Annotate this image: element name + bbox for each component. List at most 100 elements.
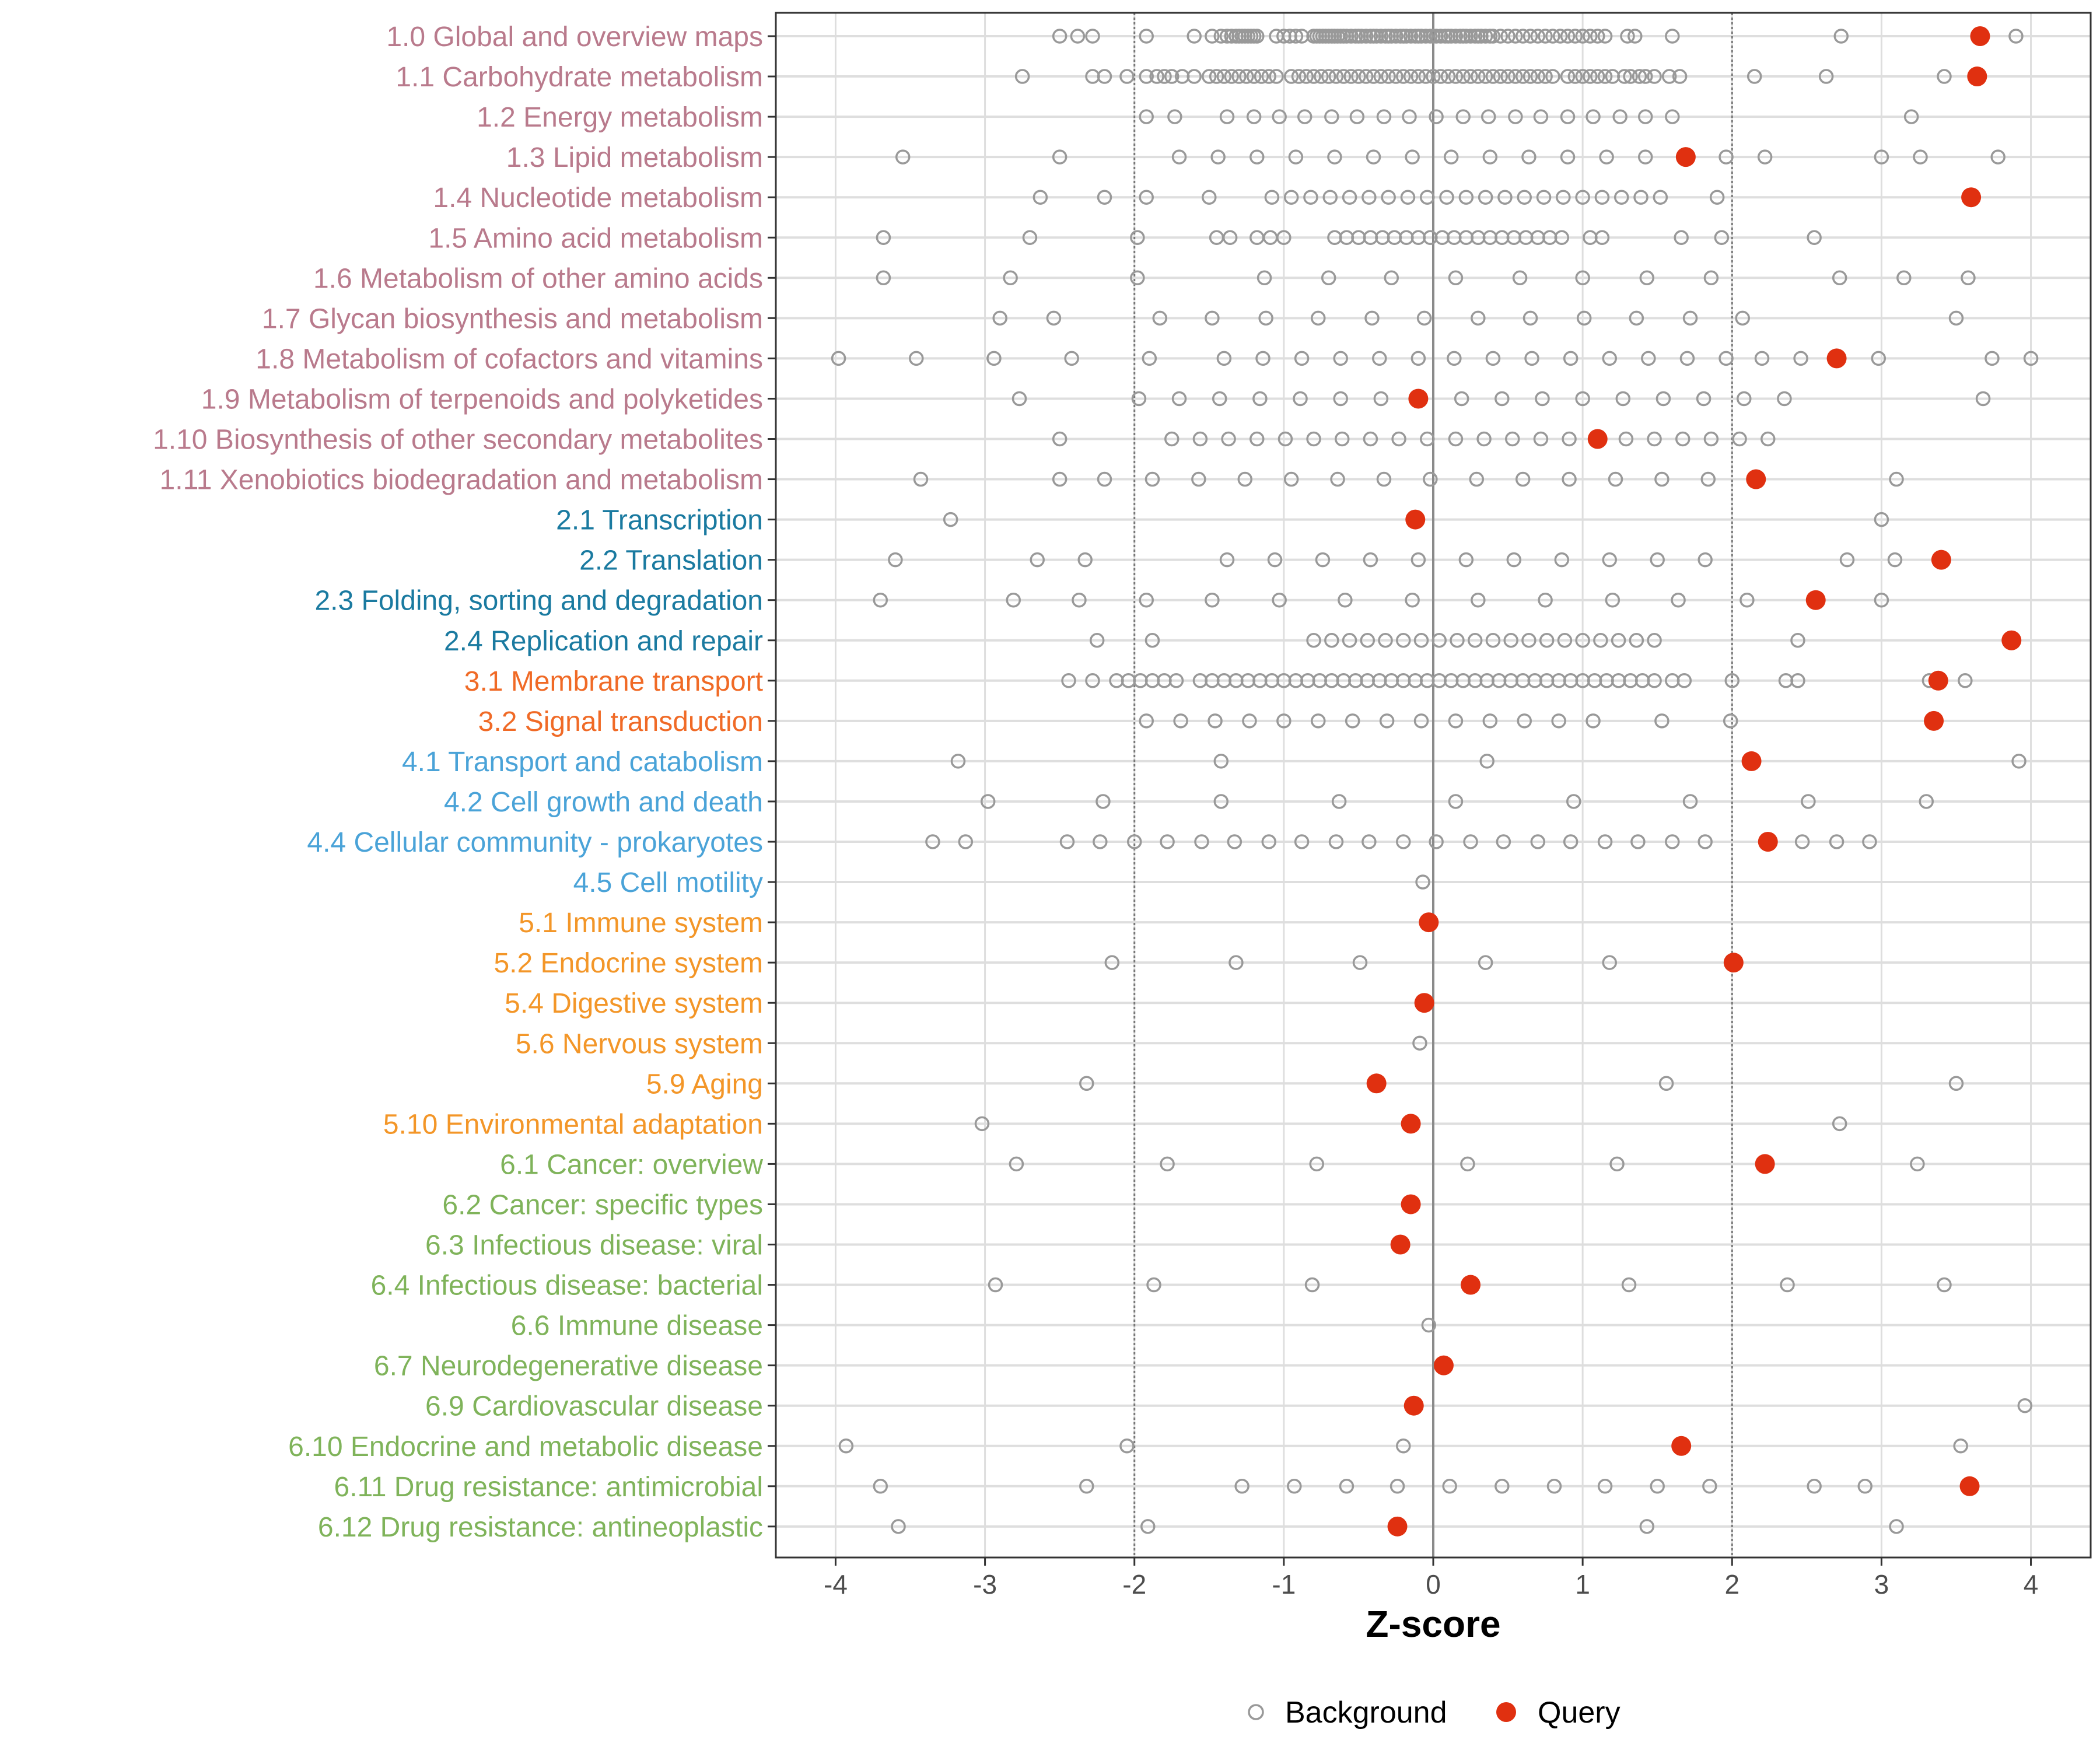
background-point — [1780, 1277, 1795, 1293]
background-point — [1450, 633, 1465, 648]
background-point — [891, 1519, 906, 1534]
query-point-5-1-immune-system — [1419, 912, 1439, 933]
background-point — [1171, 149, 1187, 164]
query-point-5-2-endocrine-system — [1723, 953, 1744, 973]
background-point — [1396, 1438, 1411, 1454]
background-point — [1698, 834, 1713, 849]
background-point — [1144, 633, 1160, 648]
background-point — [1192, 431, 1208, 447]
background-point — [1493, 29, 1508, 44]
background-point — [1364, 310, 1380, 326]
background-point — [1874, 512, 1889, 527]
background-point — [1376, 471, 1392, 487]
background-point — [1085, 673, 1100, 688]
category-label-6-7-neurodegenerative-disease: 6.7 Neurodegenerative disease — [374, 1351, 763, 1382]
background-point — [1910, 1156, 1925, 1172]
background-point — [1545, 29, 1560, 44]
background-point — [1376, 109, 1392, 124]
background-point — [1506, 552, 1522, 568]
background-point — [1363, 552, 1378, 568]
background-point — [2023, 351, 2039, 366]
background-point — [1059, 834, 1075, 849]
background-point — [1413, 633, 1429, 648]
background-point — [1433, 69, 1448, 84]
background-point — [1679, 351, 1695, 366]
background-point — [1818, 69, 1834, 84]
background-point — [1575, 69, 1590, 84]
background-point — [1790, 673, 1805, 688]
background-point — [1760, 431, 1776, 447]
background-point — [1746, 69, 1762, 84]
background-point — [1205, 310, 1220, 326]
background-point — [1030, 552, 1045, 568]
background-point — [1358, 69, 1374, 84]
background-point — [1358, 29, 1374, 44]
background-point — [2008, 29, 2024, 44]
background-point — [1250, 29, 1265, 44]
background-point — [1412, 1035, 1427, 1051]
background-point — [1985, 351, 2000, 366]
background-point — [1522, 29, 1538, 44]
background-point — [1889, 471, 1904, 487]
background-point — [873, 592, 888, 608]
background-point — [1388, 29, 1404, 44]
background-point — [980, 794, 996, 809]
background-point — [1070, 29, 1086, 44]
background-point — [1246, 109, 1262, 124]
background-point — [1563, 834, 1578, 849]
category-label-1-0-global-and-overview-maps: 1.0 Global and overview maps — [386, 22, 763, 52]
background-point — [1639, 1519, 1655, 1534]
background-point — [1545, 69, 1560, 84]
background-point — [1328, 69, 1344, 84]
background-point — [1303, 190, 1318, 205]
background-point — [1478, 190, 1493, 205]
query-point-4-4-cellular-community-prokaryotes — [1758, 832, 1778, 852]
background-point — [1343, 69, 1359, 84]
background-point — [1254, 69, 1269, 84]
background-point — [1594, 230, 1610, 245]
background-point — [1339, 1479, 1354, 1494]
background-point — [1702, 1479, 1717, 1494]
category-label-5-10-environmental-adaptation: 5.10 Environmental adaptation — [383, 1109, 763, 1140]
background-point — [1552, 29, 1568, 44]
background-point — [1889, 1519, 1904, 1534]
background-point — [950, 754, 966, 769]
background-point — [1447, 351, 1462, 366]
background-point — [1874, 592, 1889, 608]
background-point — [1314, 69, 1329, 84]
background-point — [1130, 270, 1145, 286]
background-point — [1410, 552, 1426, 568]
legend-query-symbol — [1496, 1702, 1516, 1722]
background-point — [1975, 391, 1991, 407]
background-point — [1410, 69, 1426, 84]
background-point — [1022, 230, 1038, 245]
background-point — [1448, 794, 1464, 809]
background-point — [958, 834, 974, 849]
background-point — [2017, 1398, 2033, 1413]
background-point — [1349, 109, 1365, 124]
background-point — [1530, 69, 1546, 84]
background-point — [1191, 471, 1206, 487]
background-point — [1567, 69, 1583, 84]
background-point — [1703, 431, 1719, 447]
background-point — [1413, 713, 1429, 729]
background-point — [876, 230, 891, 245]
background-point — [1937, 69, 1952, 84]
category-label-6-6-immune-disease: 6.6 Immune disease — [511, 1311, 763, 1342]
query-point-1-10-biosynthesis-of-other-secondary-metabolites — [1587, 429, 1608, 449]
background-point — [1276, 713, 1292, 729]
background-point — [1536, 190, 1552, 205]
background-point — [1594, 190, 1610, 205]
background-point — [1493, 69, 1508, 84]
y-axis-ticks — [768, 35, 776, 1528]
background-point — [1403, 29, 1419, 44]
background-point — [1500, 29, 1516, 44]
background-point — [1505, 431, 1520, 447]
background-point — [1298, 69, 1314, 84]
background-point — [1724, 673, 1740, 688]
background-point — [1586, 713, 1601, 729]
background-point — [1352, 955, 1368, 970]
background-point — [1948, 310, 1964, 326]
background-point — [1149, 69, 1164, 84]
background-point — [1517, 190, 1532, 205]
